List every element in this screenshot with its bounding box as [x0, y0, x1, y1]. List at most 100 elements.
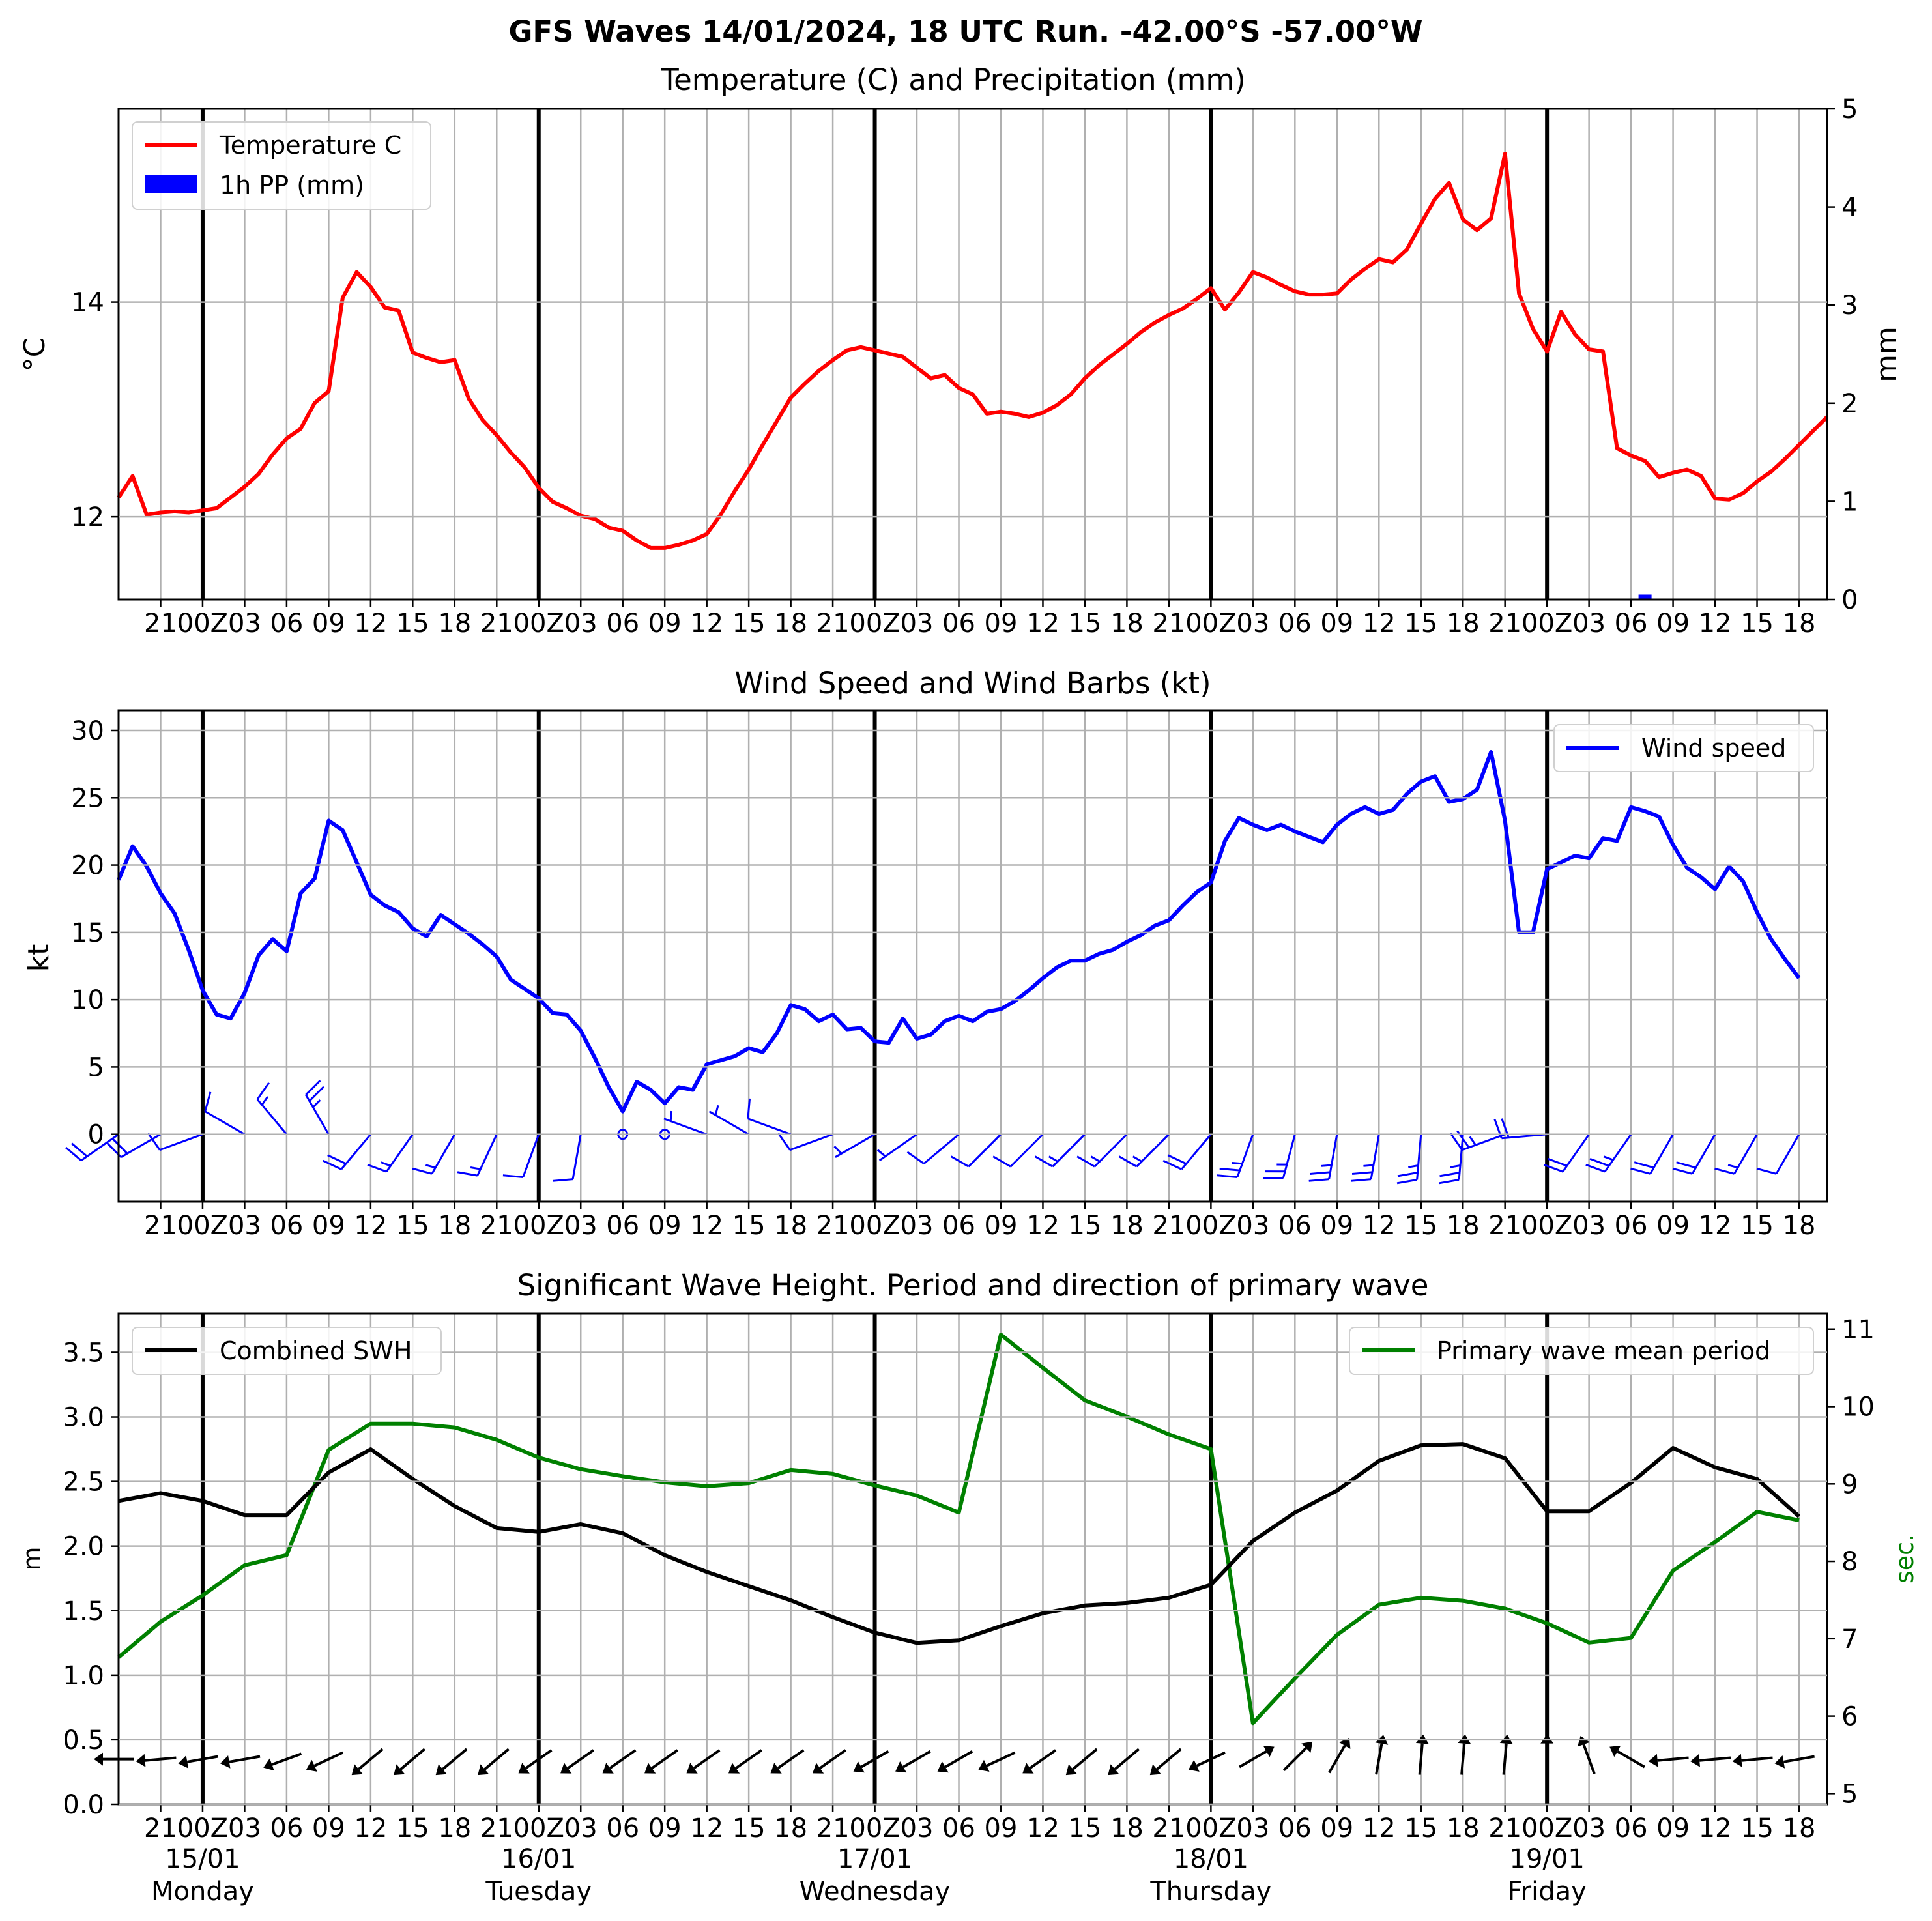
wind-barb-full — [1308, 1178, 1329, 1182]
wind-barb-half — [1363, 1164, 1374, 1167]
y-tick-label: 14 — [71, 288, 104, 318]
day-name-label: Monday — [151, 1877, 254, 1907]
wind-barb-full — [1634, 1161, 1654, 1169]
x-tick-label: 06 — [270, 1813, 303, 1843]
wind-barb-half — [1450, 1164, 1461, 1168]
wave-direction-arrow — [813, 1749, 846, 1774]
precip-bars — [1638, 594, 1652, 599]
x-tick-label: 12 — [1362, 609, 1396, 639]
wind-barb-half — [312, 1099, 321, 1108]
x-tick-label: 09 — [985, 1813, 1018, 1843]
wave-arrow-head — [602, 1763, 614, 1774]
y-tick-label: 2.0 — [63, 1532, 104, 1562]
temperature-axes-frame — [117, 108, 1828, 601]
precip-ylabel: mm — [1870, 326, 1903, 383]
wind-barb-half — [714, 1105, 719, 1116]
wave-arrow-head — [1149, 1764, 1161, 1776]
wave-arrow-head — [518, 1763, 530, 1774]
day-name-label: Tuesday — [485, 1877, 592, 1907]
wind-barb — [1756, 1133, 1800, 1175]
x-tick-label: 00Z — [1521, 1813, 1572, 1843]
wind-barb — [1672, 1133, 1716, 1175]
wind-barb-half — [425, 1164, 436, 1169]
wind-barb-full — [1118, 1155, 1138, 1168]
wave-direction-arrow — [937, 1750, 973, 1773]
figure-suptitle: GFS Waves 14/01/2024, 18 UTC Run. -42.00… — [508, 14, 1422, 49]
wave-arrow-shaft — [1029, 1749, 1057, 1770]
x-tick-label: 06 — [1278, 1813, 1312, 1843]
wave-arrow-head — [263, 1758, 274, 1771]
temperature-panel-title: Temperature (C) and Precipitation (mm) — [660, 63, 1246, 97]
wave-direction-arrow — [853, 1750, 889, 1773]
x-tick-label: 12 — [1362, 1211, 1396, 1241]
wave-arrow-shaft — [358, 1748, 384, 1770]
wave-direction-arrow — [560, 1749, 595, 1774]
x-tick-label: 18 — [438, 609, 471, 639]
wind-barb-full — [950, 1155, 970, 1168]
wave-arrow-head — [895, 1761, 907, 1773]
wind-barb-shaft — [835, 1133, 876, 1159]
y-tick-label-right: 0 — [1841, 585, 1858, 615]
wind-barb-half — [1469, 1136, 1477, 1146]
wind-barb-half — [1321, 1164, 1332, 1167]
wind-barb-full — [1076, 1155, 1095, 1168]
x-tick-label: 00Z — [1521, 1211, 1572, 1241]
wave-direction-arrow — [1578, 1735, 1596, 1774]
y-tick-label: 5 — [88, 1052, 104, 1082]
legend-precip-label: 1h PP (mm) — [220, 171, 364, 199]
wind-x-ticks: 21 00Z 03 06 09 12 15 18 21 00Z 03 06 09 12 15 18 21 00Z 0… — [144, 1202, 1815, 1241]
x-tick-label: 06 — [942, 609, 975, 639]
wave-arrow-shaft — [313, 1751, 343, 1767]
y-tick-label: 0.5 — [63, 1726, 104, 1755]
wind-barb-full — [1162, 1159, 1183, 1170]
wave-arrow-shaft — [1072, 1748, 1098, 1770]
wind-barb — [457, 1134, 498, 1177]
x-tick-label: 06 — [270, 1211, 303, 1241]
wind-barb — [147, 1133, 203, 1151]
wind-barb-full — [1219, 1167, 1240, 1172]
wind-barb — [323, 1133, 372, 1170]
wave-arrow-shaft — [1617, 1750, 1645, 1769]
x-tick-label: 09 — [1656, 1813, 1690, 1843]
legend-period-label: Primary wave mean period — [1437, 1336, 1770, 1365]
wind-barb-shaft — [1649, 1133, 1674, 1175]
wave-arrow-shaft — [1328, 1744, 1346, 1774]
wave-direction-arrow — [1149, 1748, 1182, 1776]
wave-arrow-head — [1648, 1754, 1658, 1767]
wind-barb-shaft — [205, 1110, 246, 1136]
wind-barb-full — [412, 1167, 433, 1175]
wave-x-ticks: 21 00Z 03 06 09 12 15 18 21 00Z 03 06 09 12 15 18 21 00Z 0… — [144, 1804, 1815, 1843]
wind-barb-shaft — [1370, 1134, 1380, 1179]
wave-direction-arrow — [1648, 1754, 1689, 1767]
x-tick-label: 21 — [1488, 1813, 1521, 1843]
wave-arrow-head — [686, 1763, 698, 1774]
wind-barb — [663, 1110, 708, 1136]
wave-direction-arrow — [895, 1750, 931, 1773]
wind-panel: Wind Speed and Wind Barbs (kt) 21 00Z 03 06… — [22, 666, 1828, 1241]
wave-arrow-shaft — [525, 1749, 553, 1770]
x-tick-label: 06 — [1278, 1211, 1312, 1241]
wave-arrow-head — [1065, 1764, 1077, 1776]
wave-arrow-shaft — [567, 1749, 595, 1770]
x-tick-label: 00Z — [513, 609, 564, 639]
wave-arrow-head — [1609, 1746, 1621, 1757]
wave-arrow-head — [1540, 1734, 1554, 1744]
wind-barb-full — [65, 1146, 82, 1162]
x-tick-label: 21 — [1488, 1211, 1521, 1241]
x-tick-label: 21 — [480, 609, 513, 639]
wind-barb-shaft — [80, 1133, 119, 1162]
wave-direction-arrow — [263, 1752, 302, 1771]
wind-barb-half — [1603, 1155, 1614, 1161]
x-tick-label: 00Z — [849, 1813, 900, 1843]
wind-barb — [256, 1082, 288, 1135]
wind-barb-shaft — [1236, 1134, 1254, 1178]
wave-arrow-head — [770, 1763, 782, 1774]
day-date-label: 16/01 — [501, 1844, 576, 1874]
wind-barb — [833, 1133, 876, 1159]
wind-day-lines — [200, 710, 1550, 1202]
wave-direction-arrow — [1188, 1751, 1226, 1772]
wind-barb — [1396, 1134, 1422, 1185]
x-tick-label: 21 — [1152, 1211, 1185, 1241]
temperature-x-ticks: 21 00Z 03 06 09 12 15 18 21 00Z 03 06 09 12 15 18 21 00Z 0… — [144, 599, 1815, 639]
